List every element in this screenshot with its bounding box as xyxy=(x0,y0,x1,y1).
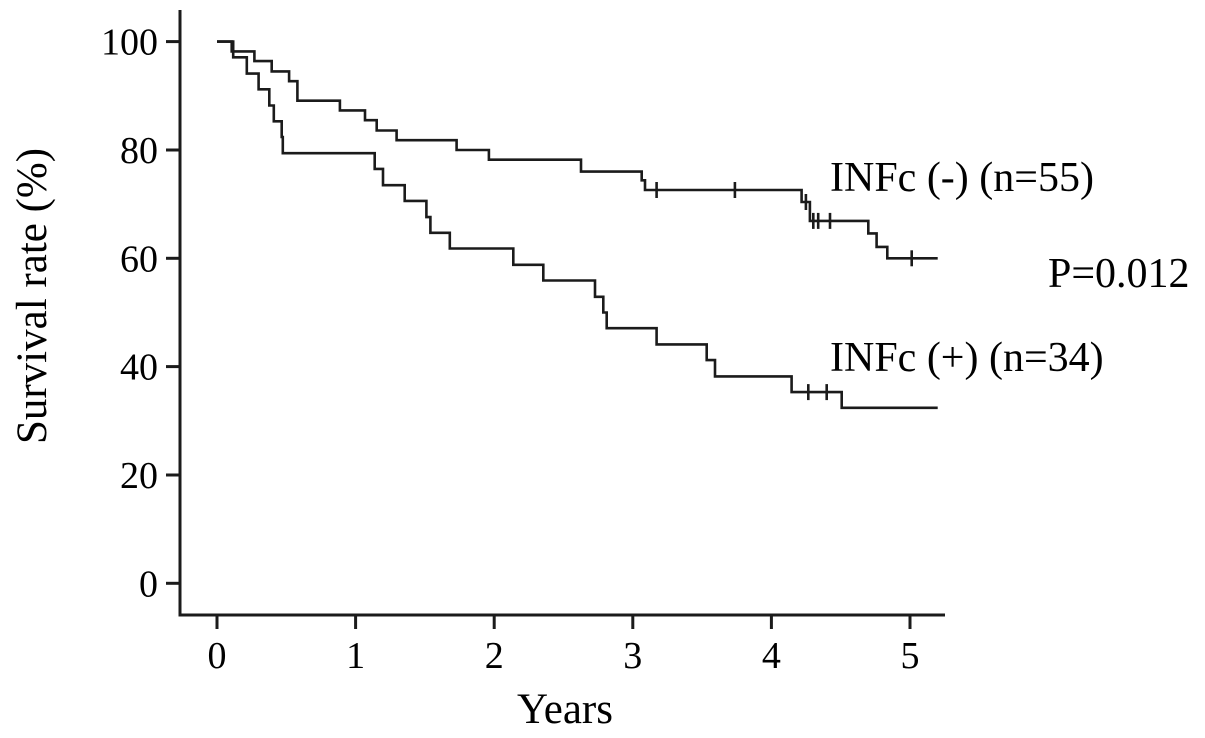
y-tick-label: 80 xyxy=(120,130,158,172)
y-axis-title: Survival rate (%) xyxy=(9,148,56,444)
x-tick-label: 0 xyxy=(208,635,227,677)
x-tick-label: 4 xyxy=(762,635,781,677)
series-label-infc-negative: INFc (-) (n=55) xyxy=(830,155,1094,201)
y-tick-label: 100 xyxy=(101,22,158,64)
axis-spine xyxy=(178,10,945,617)
axes-layer: 0 20 40 60 80 100 0 1 2 3 4 5 xyxy=(101,10,945,677)
x-axis-title: Years xyxy=(517,686,613,733)
x-tick-label: 3 xyxy=(623,635,642,677)
survival-curve-infc-positive xyxy=(217,40,938,410)
x-tick-label: 1 xyxy=(346,635,365,677)
y-tick-label: 0 xyxy=(139,563,158,605)
survival-curve-infc-negative xyxy=(217,40,938,260)
x-tick-label: 2 xyxy=(485,635,504,677)
x-tick-label: 5 xyxy=(901,635,920,677)
curves-layer xyxy=(217,40,938,410)
y-tick-label: 60 xyxy=(120,238,158,280)
y-tick-label: 20 xyxy=(120,455,158,497)
y-tick-label: 40 xyxy=(120,347,158,389)
series-label-infc-positive: INFc (+) (n=34) xyxy=(830,335,1104,381)
p-value-annotation: P=0.012 xyxy=(1048,251,1190,297)
